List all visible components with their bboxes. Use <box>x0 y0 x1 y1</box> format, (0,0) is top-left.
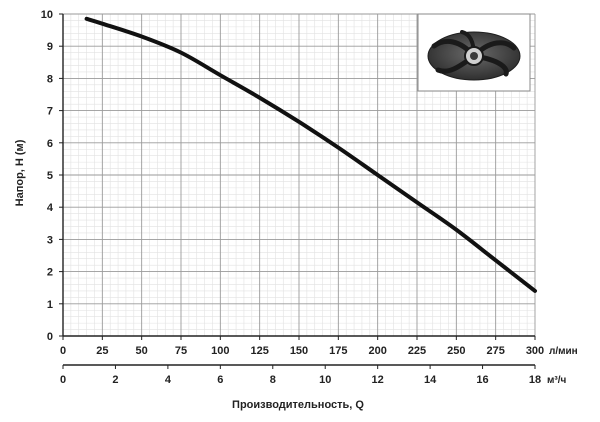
x-tick-label: 200 <box>368 345 386 357</box>
y-tick-label: 2 <box>47 267 53 279</box>
y-tick-label: 1 <box>47 299 53 311</box>
x-tick-label: 0 <box>60 345 66 357</box>
x2-tick-label: 16 <box>476 374 488 386</box>
x2-tick-label: 0 <box>60 374 66 386</box>
x-tick-label: 175 <box>329 345 347 357</box>
x-tick-label: 275 <box>486 345 504 357</box>
x2-tick-label: 6 <box>217 374 223 386</box>
y-tick-label: 5 <box>47 170 53 182</box>
x2-tick-label: 18 <box>529 374 541 386</box>
x-tick-label: 150 <box>290 345 308 357</box>
y-tick-label: 9 <box>47 41 53 53</box>
x-axis-label: Производительность, Q <box>232 399 364 411</box>
x-tick-label: 225 <box>408 345 426 357</box>
y-tick-label: 3 <box>47 234 53 246</box>
x-tick-label: 25 <box>96 345 108 357</box>
x2-tick-label: 4 <box>165 374 172 386</box>
impeller-icon <box>427 30 521 81</box>
impeller-inset <box>417 13 531 92</box>
y-axis-label: Напор, H (м) <box>14 139 26 206</box>
x-axis-unit: л/мин <box>549 346 578 357</box>
x-tick-label: 75 <box>175 345 187 357</box>
x-tick-label: 250 <box>447 345 465 357</box>
x-tick-label: 100 <box>211 345 229 357</box>
x2-axis-unit: м³/ч <box>547 375 567 386</box>
x2-tick-label: 10 <box>319 374 331 386</box>
y-tick-label: 6 <box>47 138 53 150</box>
y-tick-label: 10 <box>41 9 53 21</box>
x2-tick-label: 12 <box>372 374 384 386</box>
x-tick-label: 300 <box>526 345 544 357</box>
y-tick-label: 0 <box>47 331 53 343</box>
series-line <box>84 16 537 293</box>
x-tick-label: 50 <box>136 345 148 357</box>
y-tick-label: 7 <box>47 106 53 118</box>
x2-tick-label: 14 <box>424 374 437 386</box>
curve <box>84 16 537 293</box>
x2-tick-label: 8 <box>270 374 276 386</box>
y-tick-label: 4 <box>47 202 54 214</box>
y-tick-label: 8 <box>47 73 53 85</box>
x2-tick-label: 2 <box>112 374 118 386</box>
x-tick-label: 125 <box>250 345 268 357</box>
